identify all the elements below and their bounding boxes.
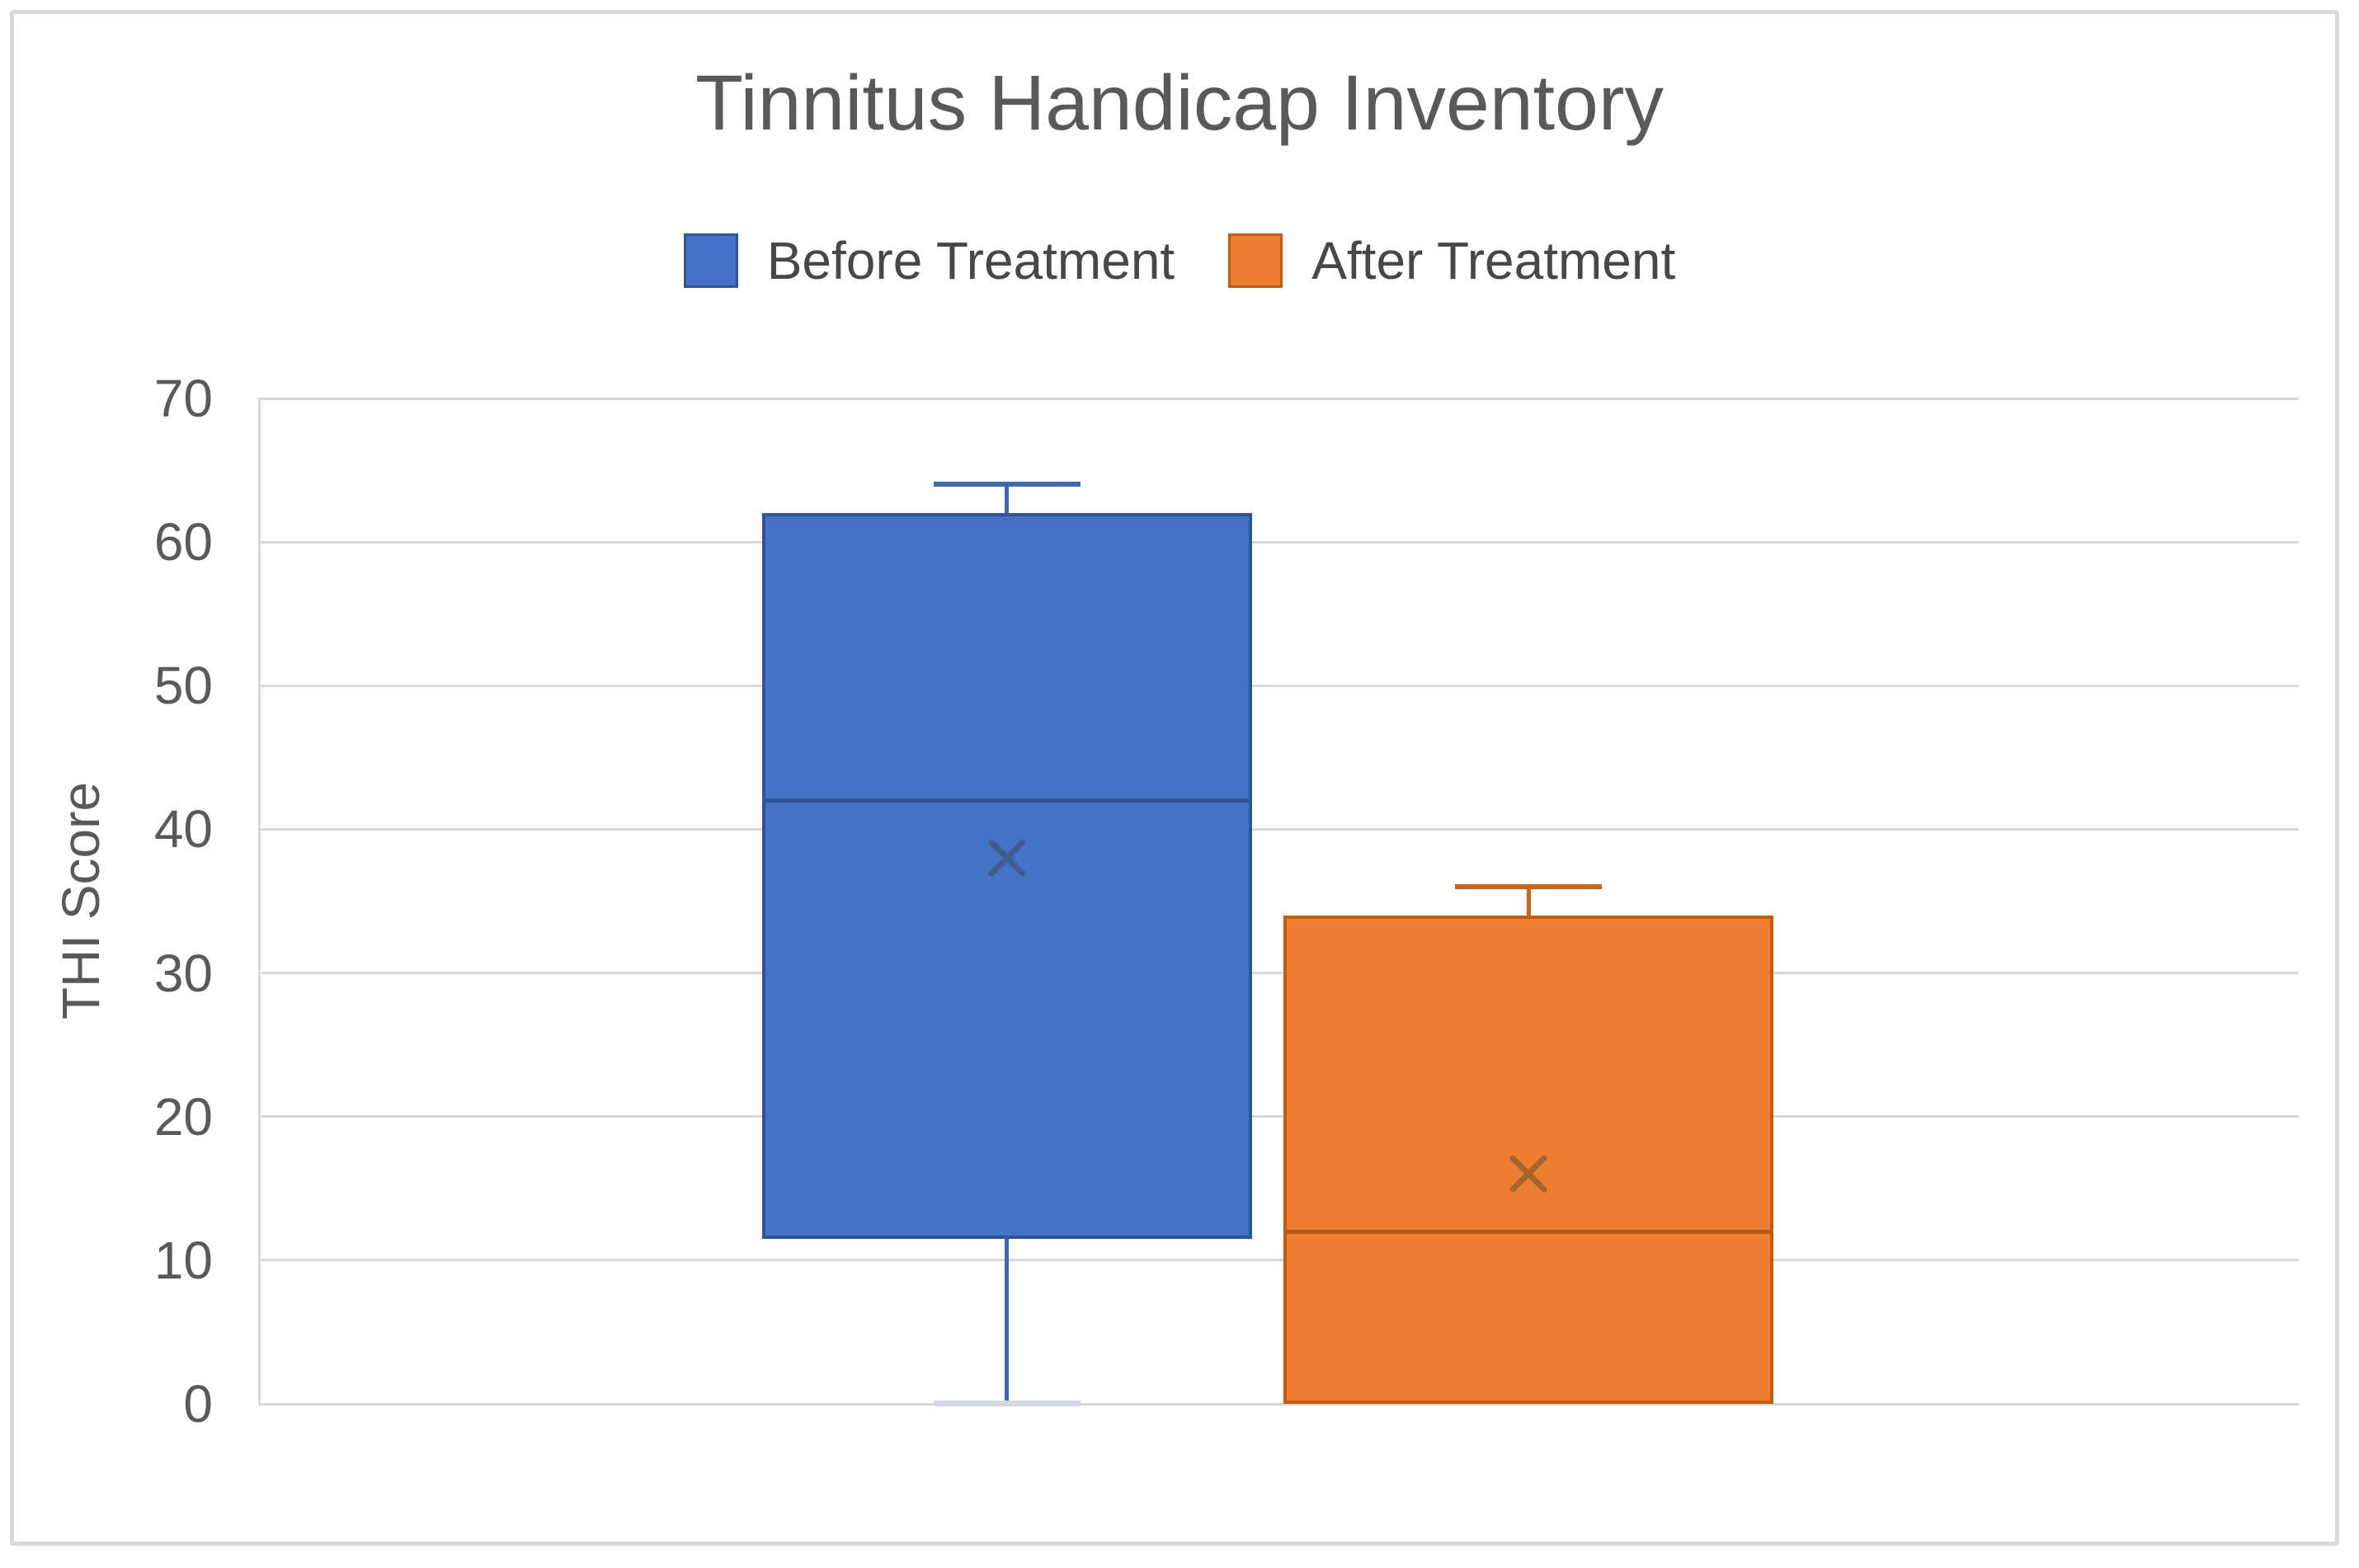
y-tick-label-50: 50 (153, 656, 213, 716)
y-tick-label-70: 70 (153, 369, 213, 428)
y-tick-label-40: 40 (153, 799, 213, 859)
plot-area: 0 10 20 30 40 50 60 70 (154, 371, 2299, 1431)
after-treatment-upper-whisker-cap (1455, 884, 1603, 890)
after-treatment-mean-marker (1507, 1152, 1550, 1195)
legend-swatch-before-treatment (683, 233, 738, 288)
legend-label-after-treatment: After Treatment (1311, 231, 1676, 290)
gridline-50 (258, 684, 2299, 687)
y-tick-label-60: 60 (153, 512, 213, 572)
before-treatment-box (762, 513, 1252, 1239)
after-treatment-upper-whisker (1526, 887, 1531, 916)
gridline-40 (258, 827, 2299, 831)
gridline-60 (258, 540, 2299, 544)
gridline-10 (258, 1259, 2299, 1262)
after-treatment-median-line (1283, 1229, 1773, 1234)
legend-swatch-after-treatment (1228, 233, 1283, 288)
y-axis-line (258, 398, 261, 1404)
before-treatment-upper-whisker-cap (933, 482, 1081, 487)
before-treatment-lower-whisker (1005, 1238, 1010, 1404)
gridline-30 (258, 972, 2299, 975)
y-tick-label-0: 0 (183, 1374, 213, 1434)
gridline-20 (258, 1115, 2299, 1118)
before-treatment-mean-marker (986, 836, 1029, 879)
chart-title: Tinnitus Handicap Inventory (695, 59, 1664, 147)
legend-label-before-treatment: Before Treatment (766, 231, 1175, 290)
before-treatment-median-line (762, 798, 1252, 803)
legend: Before Treatment After Treatment (0, 228, 2359, 294)
before-treatment-lower-whisker-cap (933, 1401, 1081, 1406)
before-treatment-upper-whisker (1005, 484, 1010, 514)
y-tick-label-20: 20 (153, 1086, 213, 1147)
y-tick-label-30: 30 (153, 943, 213, 1003)
legend-item-before-treatment: Before Treatment (683, 230, 1175, 291)
after-treatment-box (1283, 915, 1773, 1404)
y-tick-label-10: 10 (153, 1230, 213, 1290)
gridline-0 (258, 1402, 2299, 1406)
legend-item-after-treatment: After Treatment (1228, 230, 1675, 291)
gridline-70 (258, 397, 2299, 400)
